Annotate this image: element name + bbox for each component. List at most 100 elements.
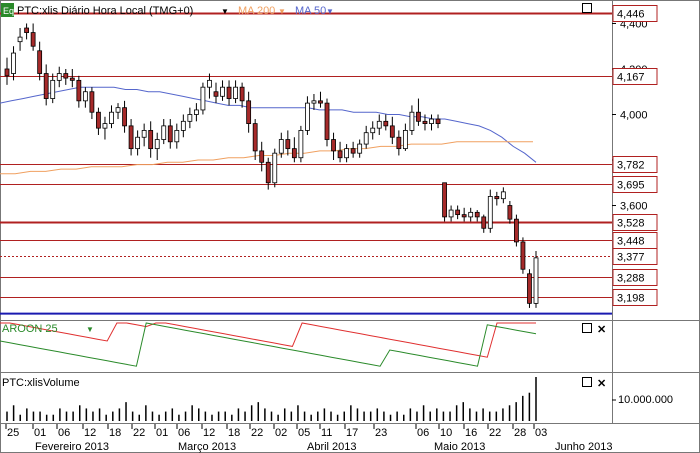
- candle-body: [337, 150, 343, 159]
- candle-body: [507, 205, 513, 220]
- candle-body: [233, 86, 238, 99]
- candle-body: [63, 73, 69, 79]
- candle-body: [109, 111, 114, 124]
- candle-body: [82, 91, 88, 102]
- aroon-legend[interactable]: AROON 25: [2, 323, 58, 335]
- level-label: 3,528: [617, 218, 645, 230]
- candle-body: [207, 79, 212, 88]
- candle-body: [305, 102, 310, 131]
- square-icon[interactable]: [582, 323, 592, 333]
- candle-body: [141, 130, 147, 138]
- ma200-line: [0, 141, 533, 175]
- candle-body: [429, 118, 434, 124]
- candle-body: [24, 27, 29, 33]
- candle-body: [252, 123, 258, 152]
- candle-body: [37, 50, 43, 74]
- square-icon[interactable]: [582, 377, 592, 387]
- x-day-label: 10: [440, 427, 452, 439]
- candle-body: [442, 182, 447, 218]
- ma200-legend[interactable]: MA 200: [238, 5, 275, 17]
- candle-body: [402, 130, 408, 150]
- x-day-label: 03: [535, 427, 547, 439]
- candle-body: [363, 132, 369, 145]
- candle-body: [226, 86, 232, 99]
- candle-body: [291, 148, 297, 159]
- candle-body: [265, 161, 271, 184]
- candle-body: [474, 211, 480, 218]
- triangle-down-icon[interactable]: ▼: [326, 7, 334, 16]
- x-day-label: 05: [298, 427, 310, 439]
- candle-body: [520, 241, 526, 270]
- eq-badge-label: Eq: [3, 6, 14, 16]
- candle-body: [167, 125, 173, 143]
- x-day-label: 28: [514, 427, 526, 439]
- aroon-down-line: [0, 322, 537, 367]
- candle-body: [487, 196, 493, 229]
- ma50-legend[interactable]: MA 50: [295, 5, 326, 17]
- candle-body: [187, 114, 193, 122]
- candle-body: [50, 79, 56, 99]
- triangle-down-icon[interactable]: ▼: [278, 7, 286, 16]
- candle-body: [272, 152, 278, 184]
- x-month-label: Fevereiro 2013: [35, 441, 109, 453]
- x-day-label: 25: [7, 427, 19, 439]
- candle-body: [350, 148, 356, 154]
- close-x-icon[interactable]: ✕: [597, 378, 606, 390]
- candle-body: [331, 139, 336, 152]
- eq-badge[interactable]: [1, 3, 14, 17]
- candle-body: [213, 91, 219, 97]
- candle-body: [357, 143, 363, 154]
- price-tick-label: 3,600: [620, 201, 648, 213]
- x-day-label: 06: [178, 427, 190, 439]
- x-day-label: 02: [275, 427, 287, 439]
- candle-body: [220, 86, 225, 97]
- square-icon[interactable]: [582, 3, 592, 13]
- x-day-label: 01: [156, 427, 168, 439]
- level-label-box: [612, 68, 658, 85]
- level-label-box: [612, 289, 658, 306]
- candle-body: [324, 102, 330, 140]
- candle-body: [161, 125, 167, 140]
- volume-legend[interactable]: PTC:xlisVolume: [2, 377, 80, 389]
- level-label: 3,288: [617, 273, 645, 285]
- candle-body: [239, 86, 245, 102]
- level-label: 4,446: [617, 9, 645, 21]
- x-day-label: 22: [251, 427, 263, 439]
- triangle-down-icon[interactable]: ▼: [86, 325, 94, 334]
- candle-body: [69, 77, 75, 81]
- x-month-label: Março 2013: [178, 441, 236, 453]
- candle-body: [468, 211, 474, 218]
- level-label: 4,167: [617, 72, 645, 84]
- candle-body: [4, 68, 10, 77]
- triangle-down-icon[interactable]: ▼: [221, 7, 229, 16]
- candle-body: [514, 218, 519, 243]
- x-day-label: 18: [228, 427, 240, 439]
- x-day-label: 01: [34, 427, 46, 439]
- candle-body: [409, 111, 415, 131]
- candle-body: [533, 257, 539, 304]
- candle-body: [200, 86, 206, 111]
- ma50-line: [0, 86, 537, 163]
- close-x-icon[interactable]: ✕: [597, 324, 606, 336]
- candle-body: [318, 100, 323, 104]
- candle-body: [500, 191, 506, 200]
- candle-body: [246, 100, 252, 124]
- candle-body: [102, 123, 108, 129]
- candle-body: [494, 196, 500, 200]
- x-day-label: 06: [417, 427, 429, 439]
- x-day-label: 17: [346, 427, 358, 439]
- candle-body: [376, 120, 382, 129]
- candle-body: [96, 111, 101, 129]
- candle-body: [17, 36, 23, 43]
- x-day-label: 11: [321, 427, 332, 439]
- level-label-box: [612, 176, 658, 193]
- level-label: 3,198: [617, 293, 645, 305]
- aroon-up-line: [0, 322, 536, 358]
- x-day-label: 06: [58, 427, 70, 439]
- x-day-label: 22: [489, 427, 501, 439]
- candle-body: [115, 107, 121, 113]
- candle-body: [461, 214, 467, 218]
- instrument-title[interactable]: PTC:xlis Diário Hora Local (TMG+0): [17, 5, 193, 17]
